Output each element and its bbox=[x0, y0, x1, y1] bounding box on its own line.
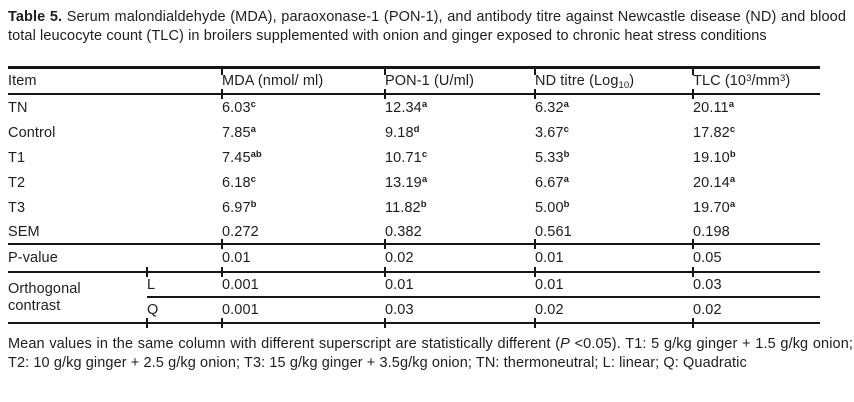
cell-nd-titre: 0.01 bbox=[534, 239, 694, 273]
table-row-contrast-linear: Orthogonal contrast L 0.001 0.01 0.01 0.… bbox=[8, 267, 821, 324]
table-row-tn: TN 6.03c 12.34a 6.32a 20.11a bbox=[8, 89, 820, 120]
column-header-item: Item bbox=[8, 66, 223, 95]
cell-pon1: 0.382 bbox=[385, 220, 536, 245]
cell-pon1: 0.02 bbox=[384, 239, 536, 273]
table-caption-text: Serum malondialdehyde (MDA), paraoxonase… bbox=[8, 9, 846, 44]
cell-pon1: 0.03 bbox=[384, 298, 536, 328]
cell-mda: 7.85a bbox=[222, 124, 256, 141]
cell-tlc: 19.10b bbox=[693, 149, 736, 166]
cell-pon1: 10.71c bbox=[385, 149, 428, 166]
table-row-t1: T1 7.45ab 10.71c 5.33b 19.10b bbox=[8, 145, 820, 170]
cell-mda: 0.001 bbox=[221, 267, 386, 298]
row-label: T3 bbox=[8, 199, 26, 216]
row-label: SEM bbox=[8, 220, 223, 245]
cell-mda: 0.01 bbox=[221, 239, 386, 273]
column-header-pon1: PON-1 (U/ml) bbox=[384, 66, 536, 95]
column-header-tlc: TLC (103/mm3) bbox=[692, 66, 821, 95]
row-label: T1 bbox=[8, 149, 26, 166]
orthogonal-contrast-label: Orthogonal contrast bbox=[8, 273, 147, 324]
cell-tlc: 19.70a bbox=[693, 199, 736, 216]
cell-tlc: 0.02 bbox=[692, 298, 821, 328]
cell-pon1: 13.19a bbox=[385, 174, 428, 191]
contrast-type-label: L bbox=[146, 267, 223, 298]
cell-mda: 6.03c bbox=[221, 89, 385, 120]
row-label: T2 bbox=[8, 174, 26, 191]
row-label: TN bbox=[8, 99, 28, 116]
table-row-control: Control 7.85a 9.18d 3.67c 17.82c bbox=[8, 120, 820, 145]
table-footnote: Mean values in the same column with diff… bbox=[8, 336, 853, 371]
cell-nd-titre: 6.67a bbox=[535, 174, 569, 191]
table-row-sem: SEM 0.272 0.382 0.561 0.198 bbox=[8, 220, 821, 245]
cell-pon1: 11.82b bbox=[385, 199, 427, 216]
cell-pon1: 0.01 bbox=[384, 267, 536, 298]
table-row-t2: T2 6.18c 13.19a 6.67a 20.14a bbox=[8, 170, 820, 195]
table-row-t3: T3 6.97b 11.82b 5.00b 19.70a bbox=[8, 195, 820, 220]
cell-tlc: 0.03 bbox=[692, 267, 821, 298]
cell-nd-titre: 6.32a bbox=[534, 89, 693, 120]
row-label: Control bbox=[8, 124, 56, 141]
cell-mda: 0.272 bbox=[222, 220, 386, 245]
cell-nd-titre: 0.561 bbox=[535, 220, 694, 245]
cell-tlc: 20.14a bbox=[693, 174, 736, 191]
cell-mda: 0.001 bbox=[221, 298, 386, 328]
cell-pon1: 12.34a bbox=[384, 89, 535, 120]
table-caption: Table 5. Serum malondialdehyde (MDA), pa… bbox=[8, 8, 846, 46]
column-header-nd-titre: ND titre (Log10) bbox=[534, 66, 694, 95]
cell-tlc: 20.11a bbox=[692, 89, 820, 120]
cell-mda: 6.18c bbox=[222, 174, 256, 191]
cell-mda: 6.97b bbox=[222, 199, 257, 216]
cell-tlc: 17.82c bbox=[693, 124, 736, 141]
column-header-mda: MDA (nmol/ ml) bbox=[221, 66, 386, 95]
cell-nd-titre: 5.33b bbox=[535, 149, 570, 166]
cell-tlc: 0.198 bbox=[693, 220, 821, 245]
contrast-type-label: Q bbox=[146, 298, 223, 328]
table-row-contrast-quadratic: Q 0.001 0.03 0.02 0.02 bbox=[8, 298, 821, 328]
cell-tlc: 0.05 bbox=[692, 239, 821, 273]
cell-nd-titre: 5.00b bbox=[535, 199, 570, 216]
cell-nd-titre: 0.01 bbox=[534, 267, 694, 298]
header-row: Item MDA (nmol/ ml) PON-1 (U/ml) ND titr… bbox=[8, 66, 821, 95]
row-label: P-value bbox=[8, 245, 223, 273]
cell-mda: 7.45ab bbox=[222, 149, 262, 166]
cell-nd-titre: 3.67c bbox=[535, 124, 569, 141]
cell-nd-titre: 0.02 bbox=[534, 298, 694, 328]
cell-pon1: 9.18d bbox=[385, 124, 420, 141]
table-caption-number: Table 5. bbox=[8, 9, 63, 25]
table-row-p-value: P-value 0.01 0.02 0.01 0.05 bbox=[8, 239, 821, 273]
data-table: Item MDA (nmol/ ml) PON-1 (U/ml) ND titr… bbox=[8, 66, 821, 328]
